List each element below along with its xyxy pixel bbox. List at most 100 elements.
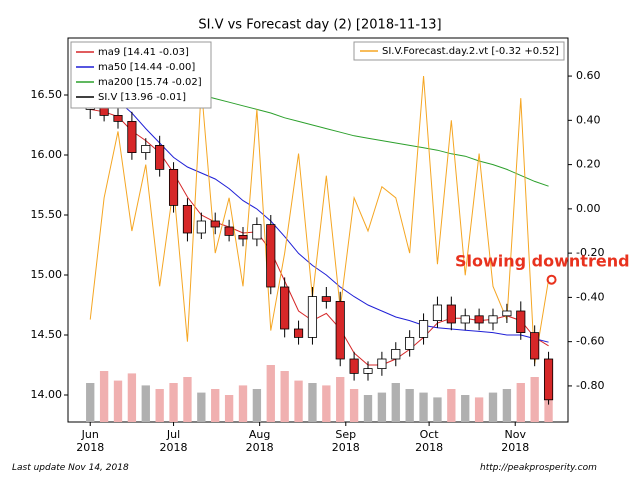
volume-bar [197,392,206,422]
candle-body [432,304,443,322]
volume-bar [113,380,123,422]
candle-body [446,304,456,324]
legend-label: ma50 [14.44 -0.00] [98,62,195,73]
x-tick-label: Sep 2018 [331,428,360,454]
legend-box [70,41,212,109]
candle-body [418,320,429,338]
volume-bar [363,395,373,422]
volume-bar [391,383,400,422]
volume-bar [211,389,220,422]
volume-bar [488,392,498,422]
volume-bar [336,377,345,422]
candle-body [224,226,234,236]
candle-body [238,234,248,240]
x-tick-label: Jul 2018 [159,428,188,454]
series-line [159,82,549,187]
volume-bar [238,385,248,422]
volume-bar [183,377,192,422]
footer-left: Last update Nov 14, 2018 [12,463,129,473]
y-tick-label: 16.50 [31,88,63,101]
candle-body [127,121,137,154]
volume-bar [405,389,414,422]
candle-body [474,315,484,324]
volume-bar [141,385,150,422]
volume-bar [419,392,428,422]
chart-title: SI.V vs Forecast day (2) [2018-11-13] [198,18,441,33]
legend-label: SI.V [13.96 -0.01] [98,92,186,103]
candle-body [460,315,470,324]
volume-bar [377,392,387,422]
series-line [89,76,550,364]
x-tick-label: Jun 2018 [76,428,105,454]
y-tick-label: 15.50 [31,208,63,221]
y2-tick-label: 0.00 [576,202,601,215]
volume-bar [169,383,178,422]
candle-body [293,328,304,338]
volume-bar [322,385,331,422]
x-tick-label: Nov 2018 [501,428,530,454]
y-tick-label: 14.50 [31,328,63,341]
y-tick-label: 15.00 [31,268,63,281]
volume-bar [280,371,289,422]
candle-body [363,368,373,374]
candle-body [113,115,123,122]
x-tick-label: Oct 2018 [415,428,444,454]
legend-label: ma200 [15.74 -0.02] [98,77,202,88]
candle-body [543,358,554,401]
candle-body [280,286,290,330]
volume-bar [224,395,234,422]
series-line [89,80,549,343]
y2-tick-label: 0.60 [576,69,601,82]
candle-body [210,220,220,228]
volume-bar [461,395,470,422]
volume-bar [252,389,262,422]
volume-bar [294,380,303,422]
y2-tick-label: -0.80 [576,379,604,392]
x-tick-label: Aug 2018 [245,428,274,454]
volume-bar [308,383,317,422]
candle-body [266,224,276,288]
y2-tick-label: -0.20 [576,246,604,259]
y2-tick-label: -0.40 [576,290,604,303]
candle-body [377,358,387,369]
annotation-marker [546,274,557,285]
legend-label: ma9 [14.41 -0.03] [98,47,189,58]
volume-bar [155,389,164,422]
volume-bar [266,365,275,422]
candle-body [168,168,179,206]
volume-bar [99,371,109,422]
volume-bar [502,389,512,422]
volume-bar [349,389,359,422]
volume-bar [530,377,539,422]
annotation: Slowing downtrend [455,252,630,271]
y-tick-label: 16.00 [31,148,63,161]
legend-label: SI.V.Forecast.day.2.vt [-0.32 +0.52] [382,46,559,57]
candle-body [196,220,206,234]
candle-body [182,204,193,234]
volume-bar [447,389,456,422]
y2-tick-label: -0.60 [576,335,604,348]
volume-bar [433,397,442,422]
candle-body [155,144,165,170]
candle-body [349,358,359,374]
legend-box [353,41,565,61]
series-line [90,108,549,366]
candle-body [530,332,540,360]
footer-right: http://peakprosperity.com [480,463,597,473]
candle-body [335,300,345,360]
candle-body [391,348,401,360]
candle-body [141,144,151,153]
volume-bar [474,397,484,422]
volume-bar [127,373,137,422]
candle-body [252,224,262,240]
candle-body [502,310,512,317]
y2-tick-label: 0.20 [576,158,601,171]
candle-body [321,296,331,302]
candle-body [307,296,318,338]
volume-bar [516,383,525,422]
candle-body [405,336,415,350]
y2-tick-label: 0.40 [576,113,601,126]
candle-body [488,315,498,324]
